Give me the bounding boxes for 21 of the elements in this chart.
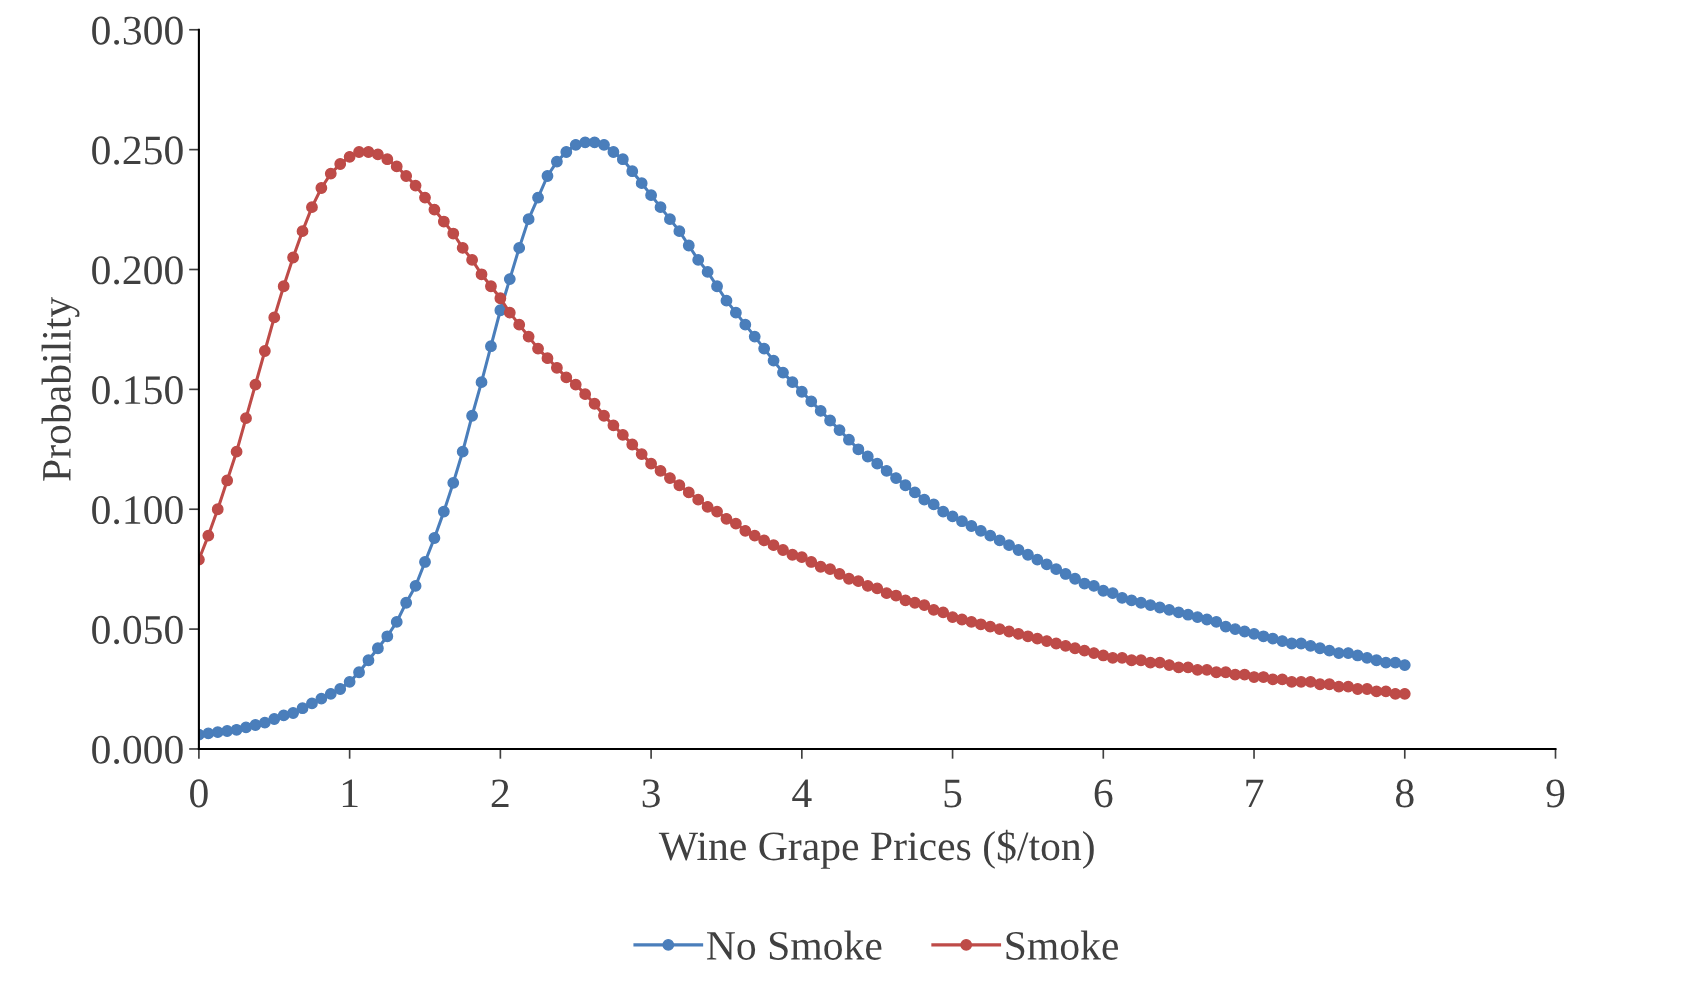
- legend-label: No Smoke: [706, 930, 882, 960]
- y-tick-label: 0.250: [92, 136, 183, 165]
- x-tick-label: 8: [1395, 779, 1414, 808]
- y-axis-title: Probability: [41, 296, 80, 481]
- x-tick-label: 1: [342, 779, 358, 808]
- x-tick-label: 3: [642, 779, 660, 808]
- x-tick-label: 6: [1094, 779, 1113, 808]
- x-tick-label: 2: [491, 779, 509, 808]
- y-tick-label: 0.200: [92, 256, 183, 285]
- y-tick-label: 0.300: [92, 16, 183, 45]
- y-tick-label: 0.050: [92, 615, 183, 645]
- x-tick-label: 0: [190, 779, 208, 808]
- y-tick-label: 0.000: [92, 735, 183, 765]
- x-axis-title: Wine Grape Prices ($/ton): [658, 829, 1094, 869]
- y-tick-label: 0.100: [92, 495, 183, 525]
- y-tick-label: 0.150: [92, 376, 183, 405]
- legend-label: Smoke: [1006, 930, 1118, 960]
- x-tick-label: 9: [1546, 779, 1565, 808]
- x-tick-label: 5: [944, 779, 962, 808]
- x-tick-label: 4: [792, 779, 812, 808]
- x-tick-label: 7: [1246, 779, 1264, 808]
